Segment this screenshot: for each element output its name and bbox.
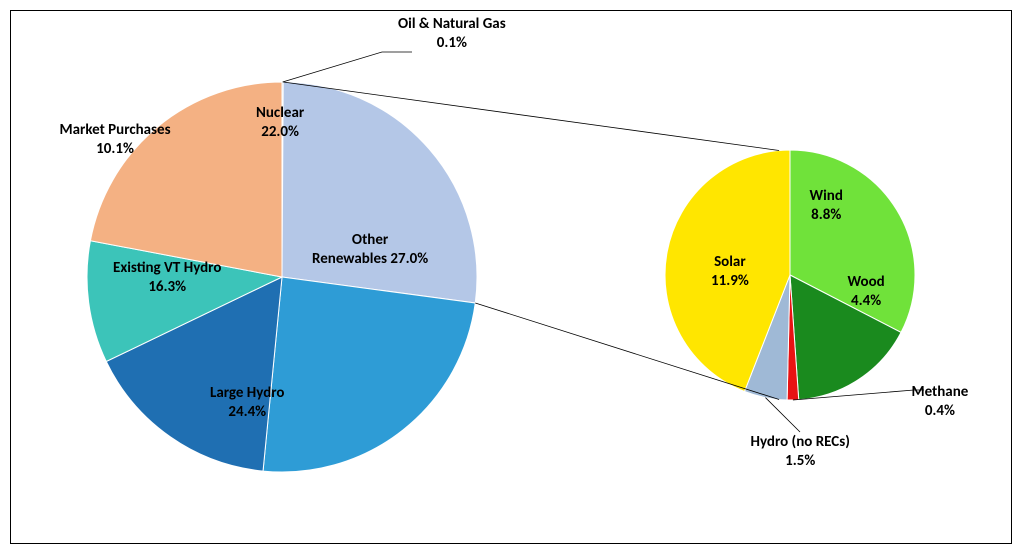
label-large-hydro-val: 24.4% — [228, 403, 266, 421]
label-wind-val: 8.8% — [811, 206, 841, 224]
label-wind-name: Wind — [810, 187, 843, 205]
label-methane: Methane 0.4% — [912, 383, 969, 421]
label-existing-hydro-name: Existing VT Hydro — [113, 259, 221, 277]
label-wind: Wind 8.8% — [810, 187, 843, 225]
label-nuclear-val: 22.0% — [261, 123, 299, 141]
label-wood: Wood 4.4% — [848, 273, 885, 311]
leader-hydro-norec — [765, 398, 800, 432]
label-hydro-norec-name: Hydro (no RECs) — [751, 433, 850, 451]
slice-large_hydro — [263, 277, 475, 472]
label-oil-gas-name: Oil & Natural Gas — [398, 15, 506, 33]
label-nuclear: Nuclear 22.0% — [256, 104, 304, 142]
label-solar: Solar 11.9% — [711, 253, 749, 291]
label-wood-val: 4.4% — [851, 292, 881, 310]
label-large-hydro-name: Large Hydro — [210, 384, 284, 402]
slice-other_renew — [282, 82, 477, 303]
label-other-renew: OtherRenewables 27.0% — [312, 231, 428, 269]
label-market-val: 10.1% — [96, 140, 134, 158]
label-methane-name: Methane — [912, 383, 969, 401]
label-existing-hydro: Existing VT Hydro 16.3% — [113, 259, 221, 297]
label-market-name: Market Purchases — [60, 121, 171, 139]
label-wood-name: Wood — [848, 273, 885, 291]
label-oil-gas-val: 0.1% — [437, 34, 467, 52]
label-existing-hydro-val: 16.3% — [148, 278, 186, 296]
label-nuclear-name: Nuclear — [256, 104, 304, 122]
label-methane-val: 0.4% — [925, 402, 955, 420]
label-market: Market Purchases 10.1% — [60, 121, 171, 159]
label-hydro-norec: Hydro (no RECs) 1.5% — [751, 433, 850, 471]
leader-oil-gas — [283, 52, 412, 82]
label-other-renew-val: 27.0% — [390, 250, 428, 268]
label-solar-name: Solar — [714, 253, 746, 271]
label-other-renew-name: OtherRenewables — [312, 231, 390, 268]
label-hydro-norec-val: 1.5% — [785, 452, 815, 470]
label-solar-val: 11.9% — [711, 272, 749, 290]
label-oil-gas: Oil & Natural Gas 0.1% — [398, 15, 506, 53]
label-large-hydro: Large Hydro 24.4% — [210, 384, 284, 422]
